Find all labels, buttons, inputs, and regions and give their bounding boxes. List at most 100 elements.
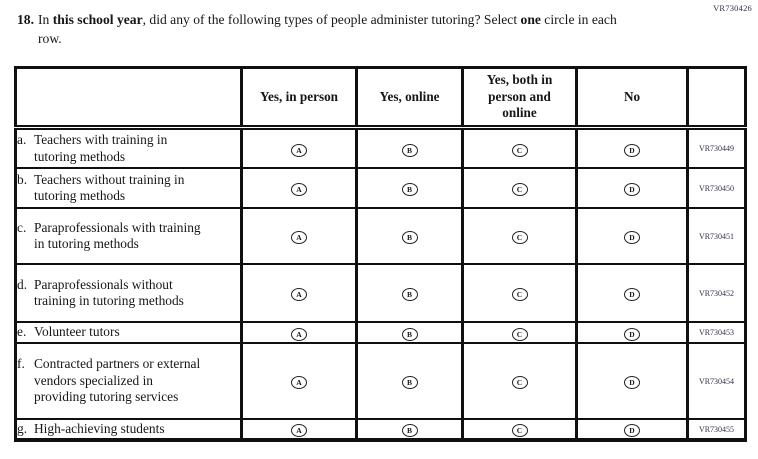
option-bubble-a[interactable]: A	[291, 424, 307, 438]
option-letter: D	[629, 426, 635, 435]
option-cell-yes-in-person: A	[240, 263, 358, 323]
option-letter: C	[516, 378, 523, 387]
option-bubble-c[interactable]: C	[511, 424, 528, 438]
option-cell-no: D	[575, 418, 689, 441]
row-label-cell: c. Paraprofessionals with training in tut…	[14, 207, 243, 265]
question-18: 18. In this school year, did any of the …	[17, 10, 638, 48]
option-cell-yes-both: C	[461, 418, 578, 441]
option-cell-yes-in-person: A	[240, 207, 358, 265]
option-letter: A	[296, 185, 302, 194]
option-letter: A	[296, 378, 302, 387]
option-letter: C	[516, 426, 523, 435]
table-row-f: f. Contracted partners or external vendor…	[14, 342, 747, 420]
option-bubble-d[interactable]: D	[624, 327, 640, 341]
option-cell-no: D	[575, 263, 689, 323]
option-bubble-d[interactable]: D	[624, 424, 640, 438]
question-number: 18.	[17, 12, 34, 27]
table-row-b: b. Teachers without training in tutoring …	[14, 167, 747, 209]
option-letter: A	[296, 329, 302, 339]
option-bubble-b[interactable]: B	[401, 327, 418, 341]
option-bubble-d[interactable]: D	[624, 376, 640, 390]
row-label-cell: d. Paraprofessionals without training in …	[14, 263, 243, 323]
option-bubble-a[interactable]: A	[291, 183, 307, 197]
row-label: Volunteer tutors	[34, 324, 120, 340]
option-letter: C	[516, 290, 523, 299]
option-bubble-a[interactable]: A	[291, 288, 307, 302]
option-bubble-b[interactable]: B	[401, 424, 418, 438]
option-bubble-c[interactable]: C	[511, 143, 528, 157]
option-letter: D	[629, 233, 635, 242]
option-cell-no: D	[575, 126, 689, 169]
option-cell-yes-online: B	[355, 342, 464, 420]
option-letter: B	[406, 290, 412, 299]
row-label: High-achieving students	[34, 420, 165, 436]
option-bubble-c[interactable]: C	[511, 231, 528, 245]
option-bubble-b[interactable]: B	[401, 231, 418, 245]
option-bubble-d[interactable]: D	[624, 288, 640, 302]
option-letter: B	[406, 329, 412, 339]
option-letter: C	[516, 145, 523, 155]
option-bubble-c[interactable]: C	[511, 288, 528, 302]
option-letter: A	[296, 426, 302, 435]
row-label-cell: g. High-achieving students	[14, 418, 243, 441]
option-bubble-b[interactable]: B	[401, 183, 418, 197]
option-cell-yes-in-person: A	[240, 167, 358, 209]
option-bubble-d[interactable]: D	[624, 231, 640, 245]
option-cell-yes-both: C	[461, 207, 578, 265]
option-bubble-b[interactable]: B	[401, 376, 418, 390]
option-letter: B	[406, 378, 412, 387]
header-blank	[14, 66, 243, 130]
header-code-blank	[686, 66, 747, 130]
option-bubble-c[interactable]: C	[511, 376, 528, 390]
option-letter: C	[516, 233, 523, 242]
option-bubble-a[interactable]: A	[291, 231, 307, 245]
option-bubble-a[interactable]: A	[291, 327, 307, 341]
option-bubble-b[interactable]: B	[401, 288, 418, 302]
option-cell-no: D	[575, 342, 689, 420]
row-letter: a.	[17, 132, 27, 148]
option-cell-no: D	[575, 321, 689, 344]
option-letter: C	[516, 185, 523, 194]
header-yes-online: Yes, online	[355, 66, 464, 130]
tutoring-administer-table: Yes, in person Yes, online Yes, both in …	[14, 66, 747, 442]
option-bubble-b[interactable]: B	[401, 143, 418, 157]
row-label-cell: e. Volunteer tutors	[14, 321, 243, 344]
option-letter: D	[629, 329, 635, 339]
option-letter: D	[629, 378, 635, 387]
row-letter: b.	[17, 171, 28, 187]
option-letter: B	[406, 233, 412, 242]
option-bubble-a[interactable]: A	[291, 376, 307, 390]
option-cell-yes-both: C	[461, 126, 578, 169]
option-cell-yes-online: B	[355, 167, 464, 209]
option-cell-yes-both: C	[461, 342, 578, 420]
row-label: Paraprofessionals with training in tutor…	[34, 219, 201, 251]
question-text: In this school year, did any of the foll…	[38, 10, 638, 48]
option-bubble-d[interactable]: D	[624, 143, 640, 157]
row-label: Contracted partners or external vendors …	[34, 356, 201, 405]
row-code: VR730450	[686, 167, 747, 209]
header-row: Yes, in person Yes, online Yes, both in …	[14, 66, 747, 130]
option-letter: B	[406, 426, 412, 435]
option-bubble-c[interactable]: C	[511, 327, 528, 341]
option-bubble-d[interactable]: D	[624, 183, 640, 197]
row-label-cell: a. Teachers with training in tutoring met…	[14, 126, 243, 169]
question-seg2-bold: this school year	[52, 12, 143, 27]
option-cell-yes-in-person: A	[240, 342, 358, 420]
option-letter: D	[629, 145, 635, 155]
question-seg1: In	[38, 12, 53, 27]
table-row-g: g. High-achieving students A B C D VR7304…	[14, 418, 747, 441]
row-label: Teachers without training in tutoring me…	[34, 171, 185, 203]
row-letter: g.	[17, 420, 28, 436]
row-code: VR730451	[686, 207, 747, 265]
option-cell-yes-online: B	[355, 263, 464, 323]
option-cell-yes-online: B	[355, 418, 464, 441]
option-cell-yes-both: C	[461, 167, 578, 209]
option-letter: D	[629, 185, 635, 194]
table-row-a: a. Teachers with training in tutoring met…	[14, 126, 747, 169]
option-bubble-a[interactable]: A	[291, 143, 307, 157]
option-cell-no: D	[575, 167, 689, 209]
row-code: VR730452	[686, 263, 747, 323]
option-letter: B	[406, 145, 412, 155]
option-cell-yes-both: C	[461, 263, 578, 323]
option-bubble-c[interactable]: C	[511, 183, 528, 197]
